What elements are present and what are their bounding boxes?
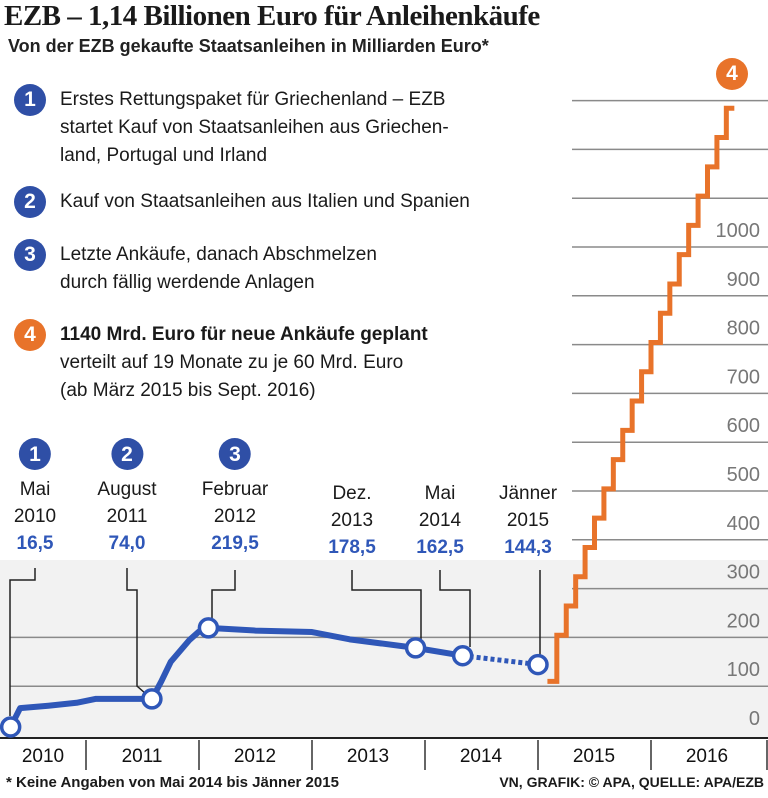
legend-number-badge: 4	[14, 319, 46, 351]
annotation: Jänner 2015 144,3	[499, 480, 557, 561]
legend-text: Erstes Rettungspaket für Griechenland – …	[60, 89, 446, 110]
annotation-value: 74,0	[108, 533, 146, 554]
data-point-marker	[141, 688, 163, 710]
actual-series-line	[7, 624, 464, 729]
gap-series-line	[462, 653, 539, 668]
y-tick-label: 700	[727, 366, 760, 388]
annotation-month: Mai	[424, 483, 456, 504]
leader-line	[126, 568, 147, 695]
annotation: 2 August 2011 74,0	[97, 438, 157, 557]
annotation-month: Dez.	[332, 483, 372, 504]
legend-text: land, Portugal und Irland	[60, 145, 268, 166]
annotation-year: 2012	[213, 506, 257, 527]
y-tick-label: 600	[727, 415, 760, 437]
data-point-marker	[451, 644, 474, 667]
x-tick-label: 2011	[122, 746, 163, 767]
legend-text: verteilt auf 19 Monate zu je 60 Mrd. Eur…	[60, 352, 404, 373]
annotation-number-badge: 2	[111, 438, 143, 470]
annotation: 1 Mai 2010 16,5	[14, 438, 56, 557]
annotation-year: 2014	[418, 510, 462, 531]
x-tick-label: 2014	[460, 746, 503, 767]
data-point-marker	[0, 716, 22, 738]
x-tick-label: 2015	[573, 746, 615, 767]
annotation-year: 2013	[330, 510, 374, 531]
legend-text: startet Kauf von Staatsanleihen aus Grie…	[60, 117, 449, 138]
x-tick-label: 2012	[234, 746, 276, 767]
legend-text: durch fällig werdende Anlagen	[60, 272, 315, 293]
legend-item: 3 Letzte Ankäufe, danach Abschmelzen durch…	[14, 239, 377, 297]
legend-number-badge: 1	[14, 84, 46, 116]
data-point-marker	[527, 653, 549, 676]
annotation-month: Mai	[19, 479, 51, 500]
leader-line	[9, 568, 36, 716]
annotation-value: 219,5	[211, 533, 259, 554]
page-title: EZB – 1,14 Billionen Euro für Anleihenkä…	[4, 0, 540, 32]
y-tick-label: 100	[727, 659, 760, 681]
leader-line	[211, 570, 236, 621]
annotation-month: Jänner	[498, 483, 558, 504]
annotation-value: 178,5	[328, 537, 376, 558]
source: VN, GRAFIK: © APA, QUELLE: APA/EZB	[499, 774, 764, 790]
y-tick-label: 800	[727, 318, 760, 340]
legend-number-badge: 3	[14, 239, 46, 271]
annotation: Dez. 2013 178,5	[328, 480, 376, 561]
annotation-month: Februar	[201, 479, 269, 500]
subtitle: Von der EZB gekaufte Staatsanleihen in M…	[8, 36, 489, 56]
legend-item: 4 1140 Mrd. Euro für neue Ankäufe geplant…	[14, 319, 428, 405]
annotation-month: August	[97, 479, 157, 500]
legend-item: 1 Erstes Rettungspaket für Griechenland –…	[14, 84, 449, 170]
legend-text: (ab März 2015 bis Sept. 2016)	[60, 380, 316, 401]
x-tick-label: 2016	[686, 746, 728, 767]
planned-series-line	[547, 105, 735, 684]
y-tick-label: 200	[727, 610, 760, 632]
data-point-marker	[197, 617, 220, 639]
x-tick-label: 2013	[347, 746, 389, 767]
annotation-year: 2015	[506, 510, 550, 531]
annotation: 3 Februar 2012 219,5	[201, 438, 269, 557]
x-tick-label: 2010	[22, 746, 64, 767]
annotation-year: 2010	[13, 506, 57, 527]
annotation-year: 2011	[106, 506, 148, 527]
annotation: Mai 2014 162,5	[416, 480, 464, 561]
data-point-marker	[404, 637, 427, 659]
legend-heading: 1140 Mrd. Euro für neue Ankäufe geplant	[60, 324, 428, 345]
leader-line	[439, 570, 471, 647]
legend-number-badge: 2	[14, 186, 46, 218]
y-tick-label: 1000	[716, 220, 761, 242]
y-tick-label: 0	[749, 708, 760, 730]
y-tick-label: 500	[727, 464, 760, 486]
legend-text: Kauf von Staatsanleihen aus Italien und …	[60, 191, 470, 212]
y-tick-label: 300	[727, 562, 760, 584]
legend-text: Letzte Ankäufe, danach Abschmelzen	[60, 244, 377, 265]
plot-background	[0, 560, 768, 738]
legend-item: 2 Kauf von Staatsanleihen aus Italien und…	[14, 186, 470, 218]
annotation-value: 162,5	[416, 537, 464, 558]
annotation-value: 144,3	[504, 537, 552, 558]
annotation-value: 16,5	[16, 533, 54, 554]
footnote: * Keine Angaben von Mai 2014 bis Jänner …	[6, 774, 339, 791]
plan-marker-4: 4	[716, 58, 748, 90]
y-tick-label: 400	[727, 513, 760, 535]
y-tick-label: 900	[727, 269, 760, 291]
annotation-number-badge: 3	[219, 438, 251, 470]
leader-line	[351, 570, 422, 640]
annotation-number-badge: 1	[19, 438, 51, 470]
